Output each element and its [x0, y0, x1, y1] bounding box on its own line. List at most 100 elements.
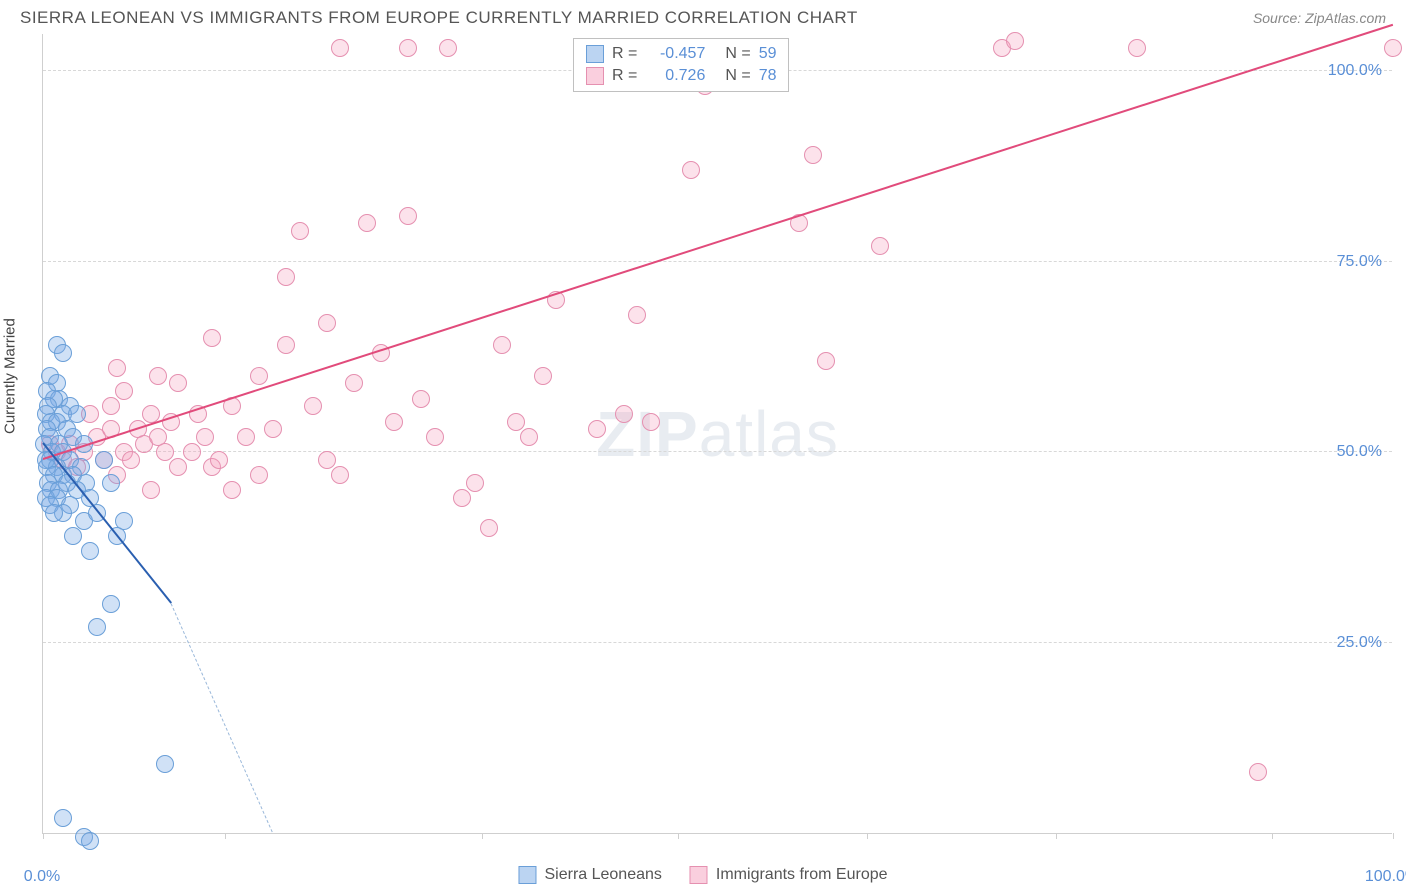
- data-point: [223, 481, 241, 499]
- data-point: [102, 397, 120, 415]
- x-tick: [1056, 833, 1057, 839]
- data-point: [534, 367, 552, 385]
- data-point: [385, 413, 403, 431]
- data-point: [142, 481, 160, 499]
- stat-r-value: -0.457: [645, 45, 705, 63]
- stat-r-label: R =: [612, 45, 637, 63]
- legend-item-blue: Sierra Leoneans: [518, 866, 661, 884]
- legend-label: Sierra Leoneans: [544, 866, 661, 884]
- x-label-left: 0.0%: [24, 868, 60, 886]
- data-point: [331, 466, 349, 484]
- y-tick-label: 100.0%: [1328, 62, 1382, 80]
- data-point: [45, 504, 63, 522]
- x-tick: [678, 833, 679, 839]
- data-point: [250, 466, 268, 484]
- data-point: [682, 161, 700, 179]
- x-label-right: 100.0%: [1365, 868, 1406, 886]
- data-point: [1384, 39, 1402, 57]
- stats-row: R = -0.457 N = 59: [586, 43, 776, 65]
- legend-item-pink: Immigrants from Europe: [690, 866, 888, 884]
- data-point: [466, 474, 484, 492]
- data-point: [54, 344, 72, 362]
- data-point: [439, 39, 457, 57]
- gridline: [43, 451, 1392, 452]
- data-point: [318, 451, 336, 469]
- chart-container: Currently Married ZIPatlas 25.0% 50.0% 75.…: [0, 34, 1406, 890]
- data-point: [115, 382, 133, 400]
- data-point: [426, 428, 444, 446]
- data-point: [1128, 39, 1146, 57]
- data-point: [507, 413, 525, 431]
- data-point: [169, 374, 187, 392]
- gridline: [43, 261, 1392, 262]
- x-tick: [43, 833, 44, 839]
- data-point: [412, 390, 430, 408]
- swatch-blue-icon: [586, 45, 604, 63]
- y-tick-label: 25.0%: [1337, 634, 1382, 652]
- data-point: [331, 39, 349, 57]
- watermark: ZIPatlas: [596, 397, 839, 471]
- y-tick-label: 50.0%: [1337, 443, 1382, 461]
- legend: Sierra Leoneans Immigrants from Europe: [518, 866, 887, 884]
- data-point: [54, 809, 72, 827]
- data-point: [480, 519, 498, 537]
- data-point: [156, 755, 174, 773]
- data-point: [520, 428, 538, 446]
- data-point: [628, 306, 646, 324]
- data-point: [817, 352, 835, 370]
- x-tick: [867, 833, 868, 839]
- stat-n-label: N =: [725, 67, 750, 85]
- swatch-pink-icon: [690, 866, 708, 884]
- data-point: [804, 146, 822, 164]
- stat-r-label: R =: [612, 67, 637, 85]
- data-point: [318, 314, 336, 332]
- data-point: [871, 237, 889, 255]
- x-tick: [482, 833, 483, 839]
- swatch-pink-icon: [586, 67, 604, 85]
- data-point: [358, 214, 376, 232]
- data-point: [1006, 32, 1024, 50]
- data-point: [64, 527, 82, 545]
- data-point: [169, 458, 187, 476]
- trendline-blue-dash: [171, 604, 273, 833]
- chart-title: SIERRA LEONEAN VS IMMIGRANTS FROM EUROPE…: [20, 8, 858, 28]
- data-point: [642, 413, 660, 431]
- data-point: [102, 474, 120, 492]
- data-point: [81, 832, 99, 850]
- data-point: [95, 451, 113, 469]
- data-point: [183, 443, 201, 461]
- data-point: [88, 618, 106, 636]
- x-tick: [225, 833, 226, 839]
- data-point: [196, 428, 214, 446]
- x-tick: [1393, 833, 1394, 839]
- stat-n-label: N =: [725, 45, 750, 63]
- gridline: [43, 642, 1392, 643]
- data-point: [615, 405, 633, 423]
- data-point: [277, 336, 295, 354]
- data-point: [493, 336, 511, 354]
- data-point: [453, 489, 471, 507]
- data-point: [304, 397, 322, 415]
- data-point: [81, 542, 99, 560]
- y-tick-label: 75.0%: [1337, 253, 1382, 271]
- data-point: [345, 374, 363, 392]
- stat-n-value: 59: [759, 45, 777, 63]
- data-point: [237, 428, 255, 446]
- data-point: [1249, 763, 1267, 781]
- stats-box: R =-0.457N =59R =0.726N =78: [573, 38, 789, 92]
- data-point: [149, 367, 167, 385]
- data-point: [122, 451, 140, 469]
- data-point: [399, 207, 417, 225]
- source-attribution: Source: ZipAtlas.com: [1253, 10, 1386, 26]
- legend-label: Immigrants from Europe: [716, 866, 888, 884]
- data-point: [203, 329, 221, 347]
- x-tick: [1272, 833, 1273, 839]
- stat-r-value: 0.726: [645, 67, 705, 85]
- data-point: [399, 39, 417, 57]
- y-axis-label: Currently Married: [2, 318, 19, 434]
- data-point: [277, 268, 295, 286]
- swatch-blue-icon: [518, 866, 536, 884]
- data-point: [210, 451, 228, 469]
- data-point: [156, 443, 174, 461]
- data-point: [264, 420, 282, 438]
